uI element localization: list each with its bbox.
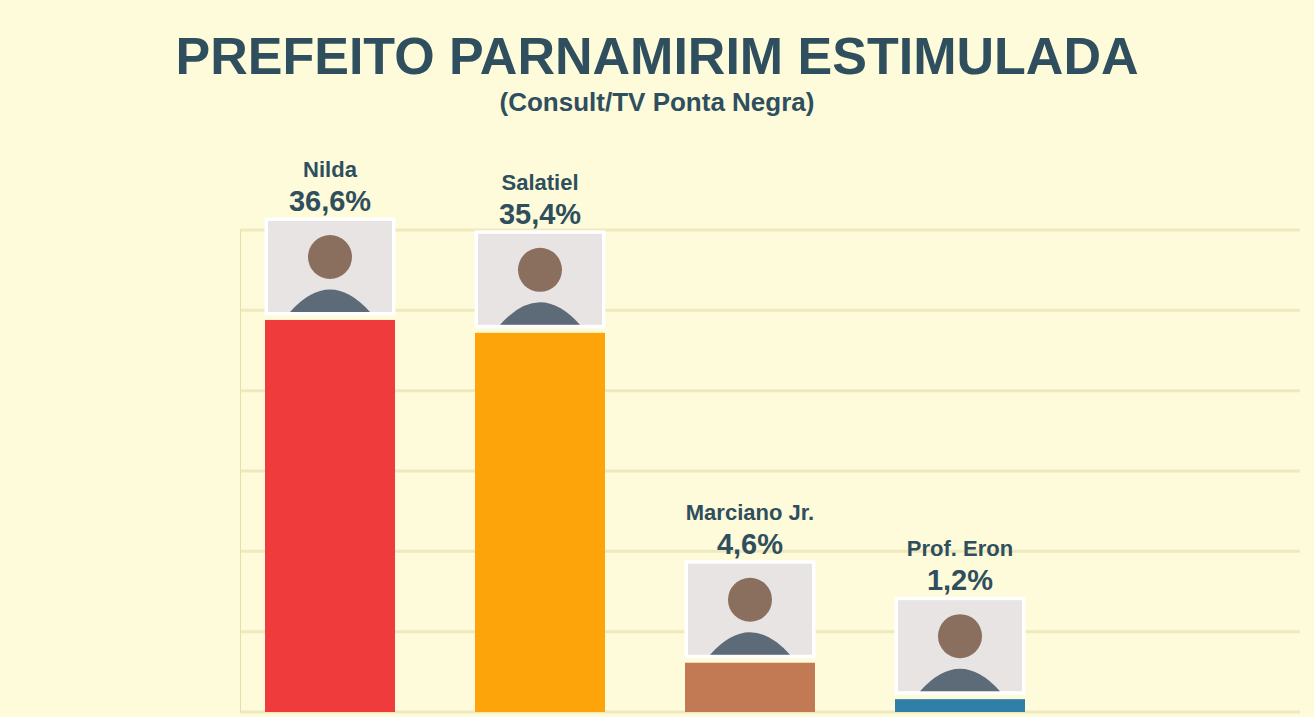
bar xyxy=(265,320,395,712)
category-label: Nilda xyxy=(303,157,358,182)
photo-bg xyxy=(478,234,602,325)
labels: 36,6% Nilda 35,4% Salatiel 4,6% Marciano Jr. 1… xyxy=(266,157,1024,693)
photo-frame xyxy=(476,232,604,327)
photo-body xyxy=(710,632,790,655)
photo xyxy=(266,219,394,314)
photo-frame xyxy=(266,219,394,314)
title: PREFEITO PARNAMIRIM ESTIMULADA xyxy=(176,27,1139,85)
photo xyxy=(896,598,1024,693)
category-label: Salatiel xyxy=(501,170,578,195)
data-label: 4,6% xyxy=(717,528,783,560)
background xyxy=(0,0,1314,717)
photo-body xyxy=(290,289,370,312)
bar xyxy=(685,663,815,712)
photo-bg xyxy=(898,600,1022,691)
grid-line xyxy=(240,470,1300,473)
photo-frame xyxy=(896,598,1024,693)
subtitle: (Consult/TV Ponta Negra) xyxy=(500,87,815,117)
photo-body xyxy=(920,669,1000,692)
photo xyxy=(686,562,814,657)
photo-body xyxy=(500,302,580,325)
photo-head xyxy=(728,578,772,622)
photo-bg xyxy=(268,221,392,312)
grid-line xyxy=(240,309,1300,312)
bar xyxy=(475,333,605,712)
data-label: 1,2% xyxy=(927,564,993,596)
photo-head xyxy=(518,248,562,292)
data-label: 35,4% xyxy=(499,198,581,230)
category-label: Marciano Jr. xyxy=(686,500,814,525)
bar xyxy=(895,699,1025,712)
photo xyxy=(476,232,604,327)
photo-frame xyxy=(686,562,814,657)
axis-line xyxy=(240,231,241,713)
bars xyxy=(265,320,1025,712)
photo-head xyxy=(308,235,352,279)
y-axis xyxy=(240,231,242,713)
chart: 36,6% Nilda 35,4% Salatiel 4,6% Marciano Jr. 1… xyxy=(0,0,1314,717)
grid xyxy=(240,230,1300,712)
photo-bg xyxy=(688,564,812,655)
grid-line xyxy=(240,389,1300,392)
grid-line xyxy=(240,229,1300,232)
photo-head xyxy=(938,614,982,658)
data-label: 36,6% xyxy=(289,185,371,217)
category-label: Prof. Eron xyxy=(907,536,1013,561)
